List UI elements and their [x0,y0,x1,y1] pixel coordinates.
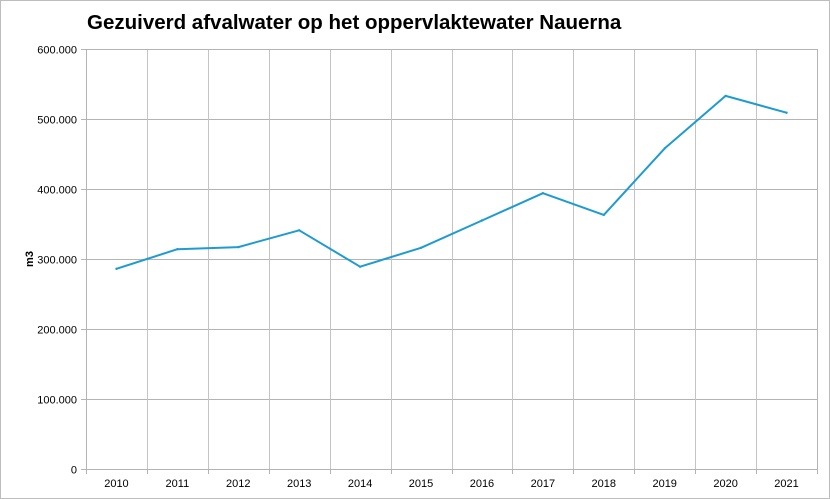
y-tick-label: 100.000 [37,395,77,407]
x-tick-label: 2013 [287,478,311,490]
data-point [663,147,666,150]
x-tick-label: 2011 [166,478,190,490]
data-point [541,192,545,195]
chart-title: Gezuiverd afvalwater op het oppervlaktew… [87,11,622,34]
y-tick-label: 200.000 [37,325,77,337]
x-tick-label: 2018 [592,478,616,490]
data-point [176,248,179,251]
tick-labels: 0 100.000 200.000 300.000 400.000 500.000 600.… [37,45,799,491]
x-tick-label: 2015 [409,478,433,490]
series-line [115,94,788,270]
data-point [237,245,240,249]
y-tick-label: 500.000 [37,115,77,127]
axes [81,49,818,474]
data-point [724,94,727,98]
data-point [358,265,362,268]
y-tick-label: 600.000 [37,45,77,57]
y-tick-label: 400.000 [37,185,77,197]
y-tick-label: 300.000 [37,255,77,267]
x-tick-label: 2019 [652,478,676,490]
x-tick-label: 2020 [713,478,737,490]
data-point [785,111,788,114]
x-tick-label: 2017 [531,478,555,490]
y-tick-label: 0 [71,465,77,477]
data-point [480,219,484,222]
plot-area-border [86,49,818,470]
x-tick-label: 2012 [226,478,250,490]
x-tick-label: 2021 [774,478,798,490]
x-tick-label: 2016 [470,478,494,490]
data-point [602,213,605,217]
data-point [115,267,118,270]
data-point [419,246,423,249]
y-axis-label: m3 [24,251,36,267]
series [115,94,788,270]
x-tick-label: 2014 [348,478,372,490]
data-point [298,229,301,232]
x-tick-label: 2010 [104,478,128,490]
